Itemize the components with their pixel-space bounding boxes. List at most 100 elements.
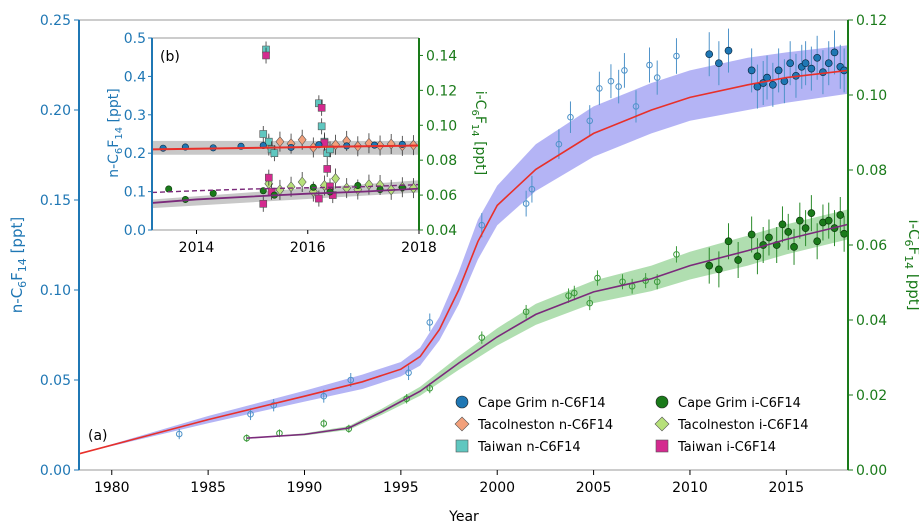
i-capegrim-point <box>784 228 793 236</box>
i-archive-point <box>594 274 601 282</box>
inset-tacolneston-i-point <box>331 173 340 184</box>
legend-label: Cape Grim i-C6F14 <box>678 396 801 411</box>
n-capegrim-point <box>786 59 795 68</box>
i-archive-point <box>673 251 680 258</box>
inset-left-y-axis-label: n-C6F14 [ppt] <box>106 88 125 178</box>
main-left-tick-label: 0.20 <box>40 103 71 119</box>
i-capegrim-point <box>836 211 845 219</box>
i-archive-point <box>320 420 328 427</box>
n-capegrim-point <box>807 64 816 73</box>
n-archive-point <box>596 85 603 92</box>
i-capegrim-point <box>747 230 756 239</box>
n-capegrim-point <box>747 66 756 75</box>
i-capegrim-point <box>765 233 773 242</box>
inset-right-tick-label: 0.10 <box>426 118 457 134</box>
main-left-y-axis-label: n-C6F14 [ppt] <box>8 217 29 313</box>
inset-capegrim-i-point <box>354 181 362 189</box>
n-archive-point <box>607 77 615 85</box>
n-capegrim-point <box>768 80 777 89</box>
main-x-tick-label: 1985 <box>190 480 226 496</box>
inset-tacolneston-n-point <box>297 134 307 146</box>
n-archive-point <box>478 221 486 229</box>
inset-right-tick-label: 0.06 <box>426 188 457 204</box>
n-archive-point <box>673 52 680 60</box>
main-right-tick-label: 0.02 <box>856 388 887 404</box>
main-left-tick-label: 0.00 <box>40 463 71 479</box>
main-left-tick-label: 0.05 <box>40 373 71 389</box>
n-archive-point <box>426 319 434 326</box>
i-archive-point <box>571 289 578 297</box>
i-capegrim-point <box>715 265 723 274</box>
inset-tacolneston-i-point <box>364 179 374 191</box>
inset-taiwan-i-point <box>317 104 326 112</box>
inset-x-tick-label: 2018 <box>401 240 437 256</box>
n-archive-point <box>270 401 277 409</box>
inset-taiwan-i-point <box>265 173 273 182</box>
inset-taiwan-i-point <box>262 51 270 60</box>
i-uncertainty-band <box>246 209 848 439</box>
inset-n-model-line <box>151 144 420 151</box>
n-capegrim-point <box>813 53 822 62</box>
inset-left-tick-label: 0.0 <box>124 223 146 239</box>
legend-label: Tacolneston n-C6F14 <box>477 418 613 433</box>
n-archive-point <box>528 185 536 193</box>
i-capegrim-point <box>840 229 848 238</box>
i-capegrim-point <box>778 220 787 229</box>
main-right-tick-label: 0.12 <box>856 13 887 29</box>
legend-marker-diamond <box>654 416 670 432</box>
n-capegrim-point <box>830 48 839 57</box>
legend: Cape Grim n-C6F14 Tacolneston n-C6F14 Taiw… <box>454 395 809 455</box>
n-archive-point <box>586 117 594 125</box>
inset-taiwan-i-point <box>259 200 268 208</box>
legend-marker-circle <box>655 395 669 409</box>
inset-taiwan-i-point <box>323 165 332 173</box>
legend-marker-circle <box>455 395 469 409</box>
inset-x-tick-label: 2016 <box>290 240 326 256</box>
n-capegrim-point <box>724 46 733 55</box>
inset-left-tick-label: 0.5 <box>124 31 146 47</box>
n-archive-point <box>522 200 530 207</box>
i-archive-point <box>586 299 594 307</box>
n-archive-point <box>555 140 563 148</box>
inset-i-dashed-line <box>151 183 420 194</box>
n-capegrim-point <box>819 68 827 77</box>
n-archive-point <box>567 113 574 121</box>
main-left-tick-label: 0.15 <box>40 193 71 209</box>
main-left-tick-label: 0.25 <box>40 13 71 29</box>
inset-taiwan-n-point <box>317 122 326 131</box>
n-archive-point <box>621 67 628 74</box>
n-model-line <box>78 69 849 455</box>
inset-taiwan-i-point <box>315 194 323 203</box>
n-capegrim-point <box>774 66 783 75</box>
i-capegrim-point <box>753 252 762 261</box>
main-x-tick-label: 2015 <box>769 480 805 496</box>
inset-taiwan-n-point <box>265 137 273 146</box>
inset-left-tick-label: 0.2 <box>124 146 146 162</box>
i-capegrim-point <box>705 261 714 270</box>
n-archive-point <box>646 61 653 69</box>
inset-right-tick-label: 0.04 <box>426 223 457 239</box>
n-archive-point <box>653 74 661 81</box>
inset-capegrim-i-point <box>376 186 384 194</box>
n-capegrim-point <box>801 59 810 68</box>
inset-tacolneston-i-point <box>286 181 296 193</box>
n-archive-point <box>347 376 355 384</box>
inset-left-tick-label: 0.3 <box>124 108 146 124</box>
main-x-tick-label: 1980 <box>94 480 130 496</box>
i-capegrim-point <box>734 256 742 264</box>
n-capegrim-point <box>705 50 714 59</box>
inset-left-tick-label: 0.1 <box>124 185 146 201</box>
inset-right-tick-label: 0.14 <box>426 48 457 64</box>
legend-label: Cape Grim n-C6F14 <box>478 396 606 411</box>
n-capegrim-point <box>715 59 723 68</box>
legend-label: Tacolneston i-C6F14 <box>677 418 809 433</box>
inset-left-tick-label: 0.4 <box>124 69 146 85</box>
i-capegrim-point <box>813 237 822 246</box>
n-capegrim-point <box>824 59 833 68</box>
inset-i-model-line <box>151 187 420 204</box>
i-capegrim-point <box>807 209 816 217</box>
main-right-tick-label: 0.00 <box>856 463 887 479</box>
inset-taiwan-n-point <box>270 149 279 157</box>
legend-marker-square <box>655 439 669 453</box>
